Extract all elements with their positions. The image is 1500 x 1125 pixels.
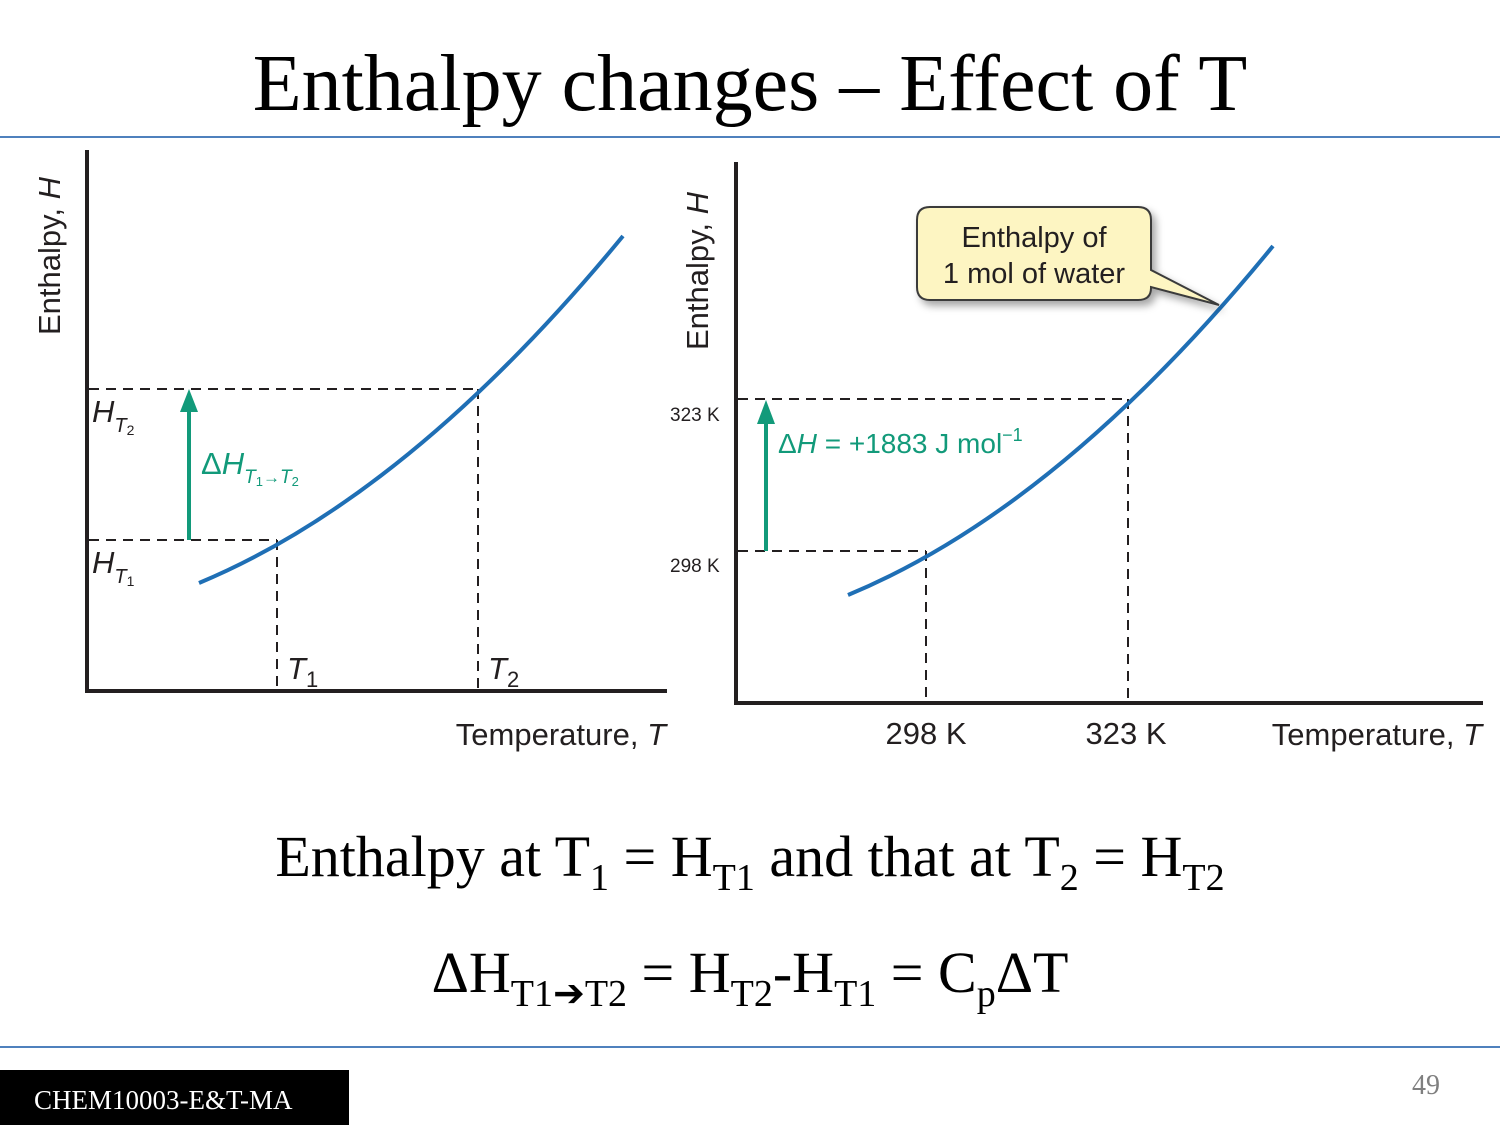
- right-y-tick-323: 323 K: [670, 405, 720, 426]
- equation-enthalpy-at-t: Enthalpy at T1 = HT1 and that at T2 = HT…: [275, 824, 1225, 899]
- callout-line-2: 1 mol of water: [943, 258, 1125, 290]
- right-y-axis-label: Enthalpy, H: [680, 191, 715, 350]
- title-rule: [0, 136, 1500, 138]
- left-enthalpy-curve: [198, 234, 625, 585]
- right-delta-label: ΔH = +1883 J mol−1: [778, 425, 1023, 459]
- equation-delta-h: ΔHT1➔T2 = HT2-HT1 = CpΔT: [431, 940, 1069, 1015]
- left-t1-label: T1: [287, 651, 318, 692]
- right-x-tick-323: 323 K: [1085, 716, 1166, 751]
- right-enthalpy-diagram: Enthalpy, H Temperature, T 323 K 298 K 2…: [670, 162, 1484, 752]
- right-enthalpy-curve: [847, 244, 1275, 597]
- footer-course-box: [0, 1070, 349, 1125]
- footer-course-code: CHEM10003-E&T-MA: [34, 1085, 293, 1115]
- right-x-axis-label: Temperature, T: [1272, 717, 1484, 752]
- left-x-axis-label: Temperature, T: [456, 717, 668, 752]
- left-y-axis-label: Enthalpy, H: [32, 176, 67, 335]
- callout-line-1: Enthalpy of: [961, 222, 1107, 254]
- left-ht1-label: HT1: [92, 545, 135, 589]
- left-enthalpy-diagram: Enthalpy, H Temperature, T HT2 HT1 T1 T2…: [32, 150, 668, 752]
- footer-rule: [0, 1046, 1500, 1048]
- page-number: 49: [1412, 1070, 1440, 1101]
- left-delta-label: ΔHT1→T2: [201, 446, 299, 489]
- left-delta-arrowhead: [180, 389, 198, 412]
- left-t2-label: T2: [488, 651, 519, 692]
- right-y-tick-298: 298 K: [670, 556, 720, 577]
- left-ht2-label: HT2: [92, 394, 135, 438]
- right-x-tick-298: 298 K: [885, 716, 966, 751]
- slide-title: Enthalpy changes – Effect of T: [252, 40, 1248, 128]
- right-delta-arrowhead: [757, 400, 775, 424]
- water-callout: [916, 206, 1220, 306]
